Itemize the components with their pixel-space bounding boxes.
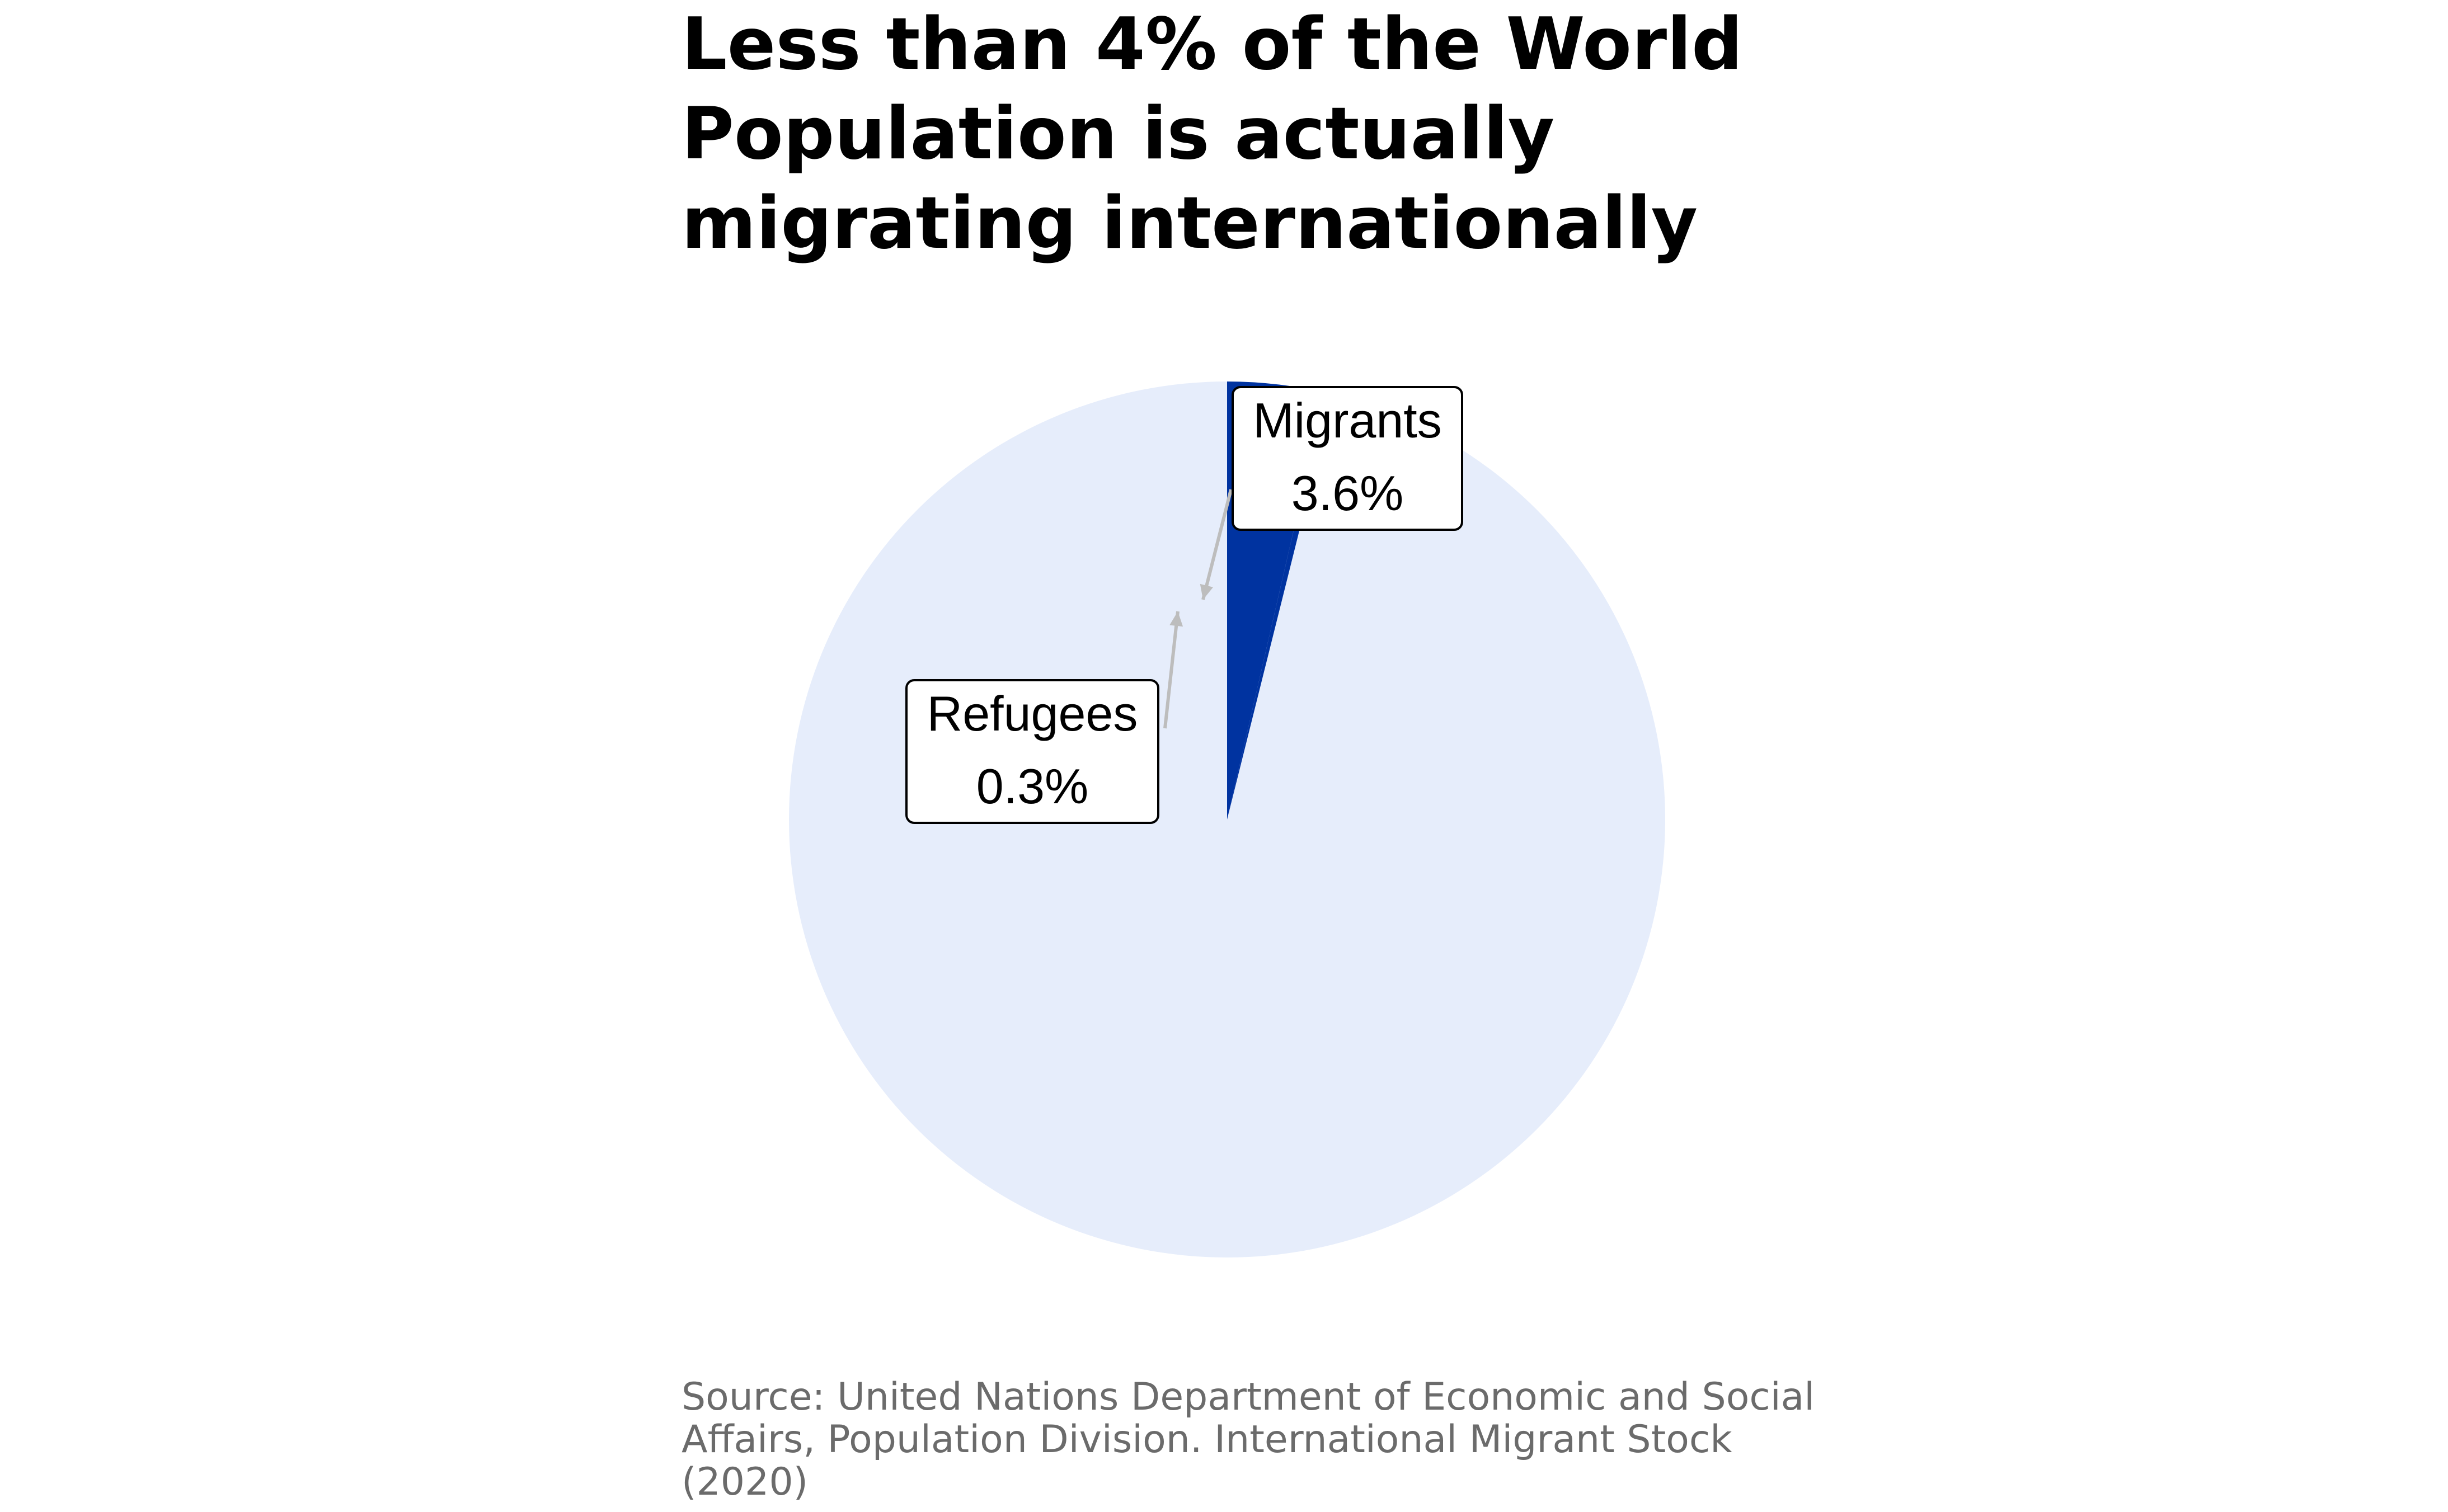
leader-arrowhead (1169, 611, 1183, 627)
leader-line-refugees (1163, 611, 1180, 729)
label-box (1232, 386, 1463, 531)
slice-label-name: Refugees (927, 686, 1138, 741)
label-leaders (1163, 489, 1233, 729)
chart-title: Less than 4% of the World Population is … (682, 0, 1801, 269)
chart-title-line: migrating internationally (682, 182, 1698, 265)
chart-title-line: Less than 4% of the World (682, 3, 1743, 86)
label-box (905, 679, 1159, 824)
slice-label-value: 3.6% (1291, 465, 1404, 521)
chart-title-line: Population is actually (682, 92, 1555, 176)
slice-label-value: 0.3% (976, 759, 1089, 814)
leader-line-migrants (1201, 489, 1233, 600)
slice-label-refugees: Refugees 0.3% (905, 679, 1159, 824)
slice-label-name: Migrants (1253, 393, 1441, 448)
chart-source-note: Source: United Nations Department of Eco… (682, 1376, 1913, 1504)
leader-arrowhead (1200, 583, 1214, 600)
slice-label-migrants: Migrants 3.6% (1232, 386, 1463, 531)
source-line: Affairs, Population Division. Internatio… (682, 1417, 1732, 1462)
source-line: (2020) (682, 1460, 809, 1504)
slice-labels: Migrants 3.6% Refugees 0.3% (905, 386, 1463, 824)
source-line: Source: United Nations Department of Eco… (682, 1375, 1815, 1419)
